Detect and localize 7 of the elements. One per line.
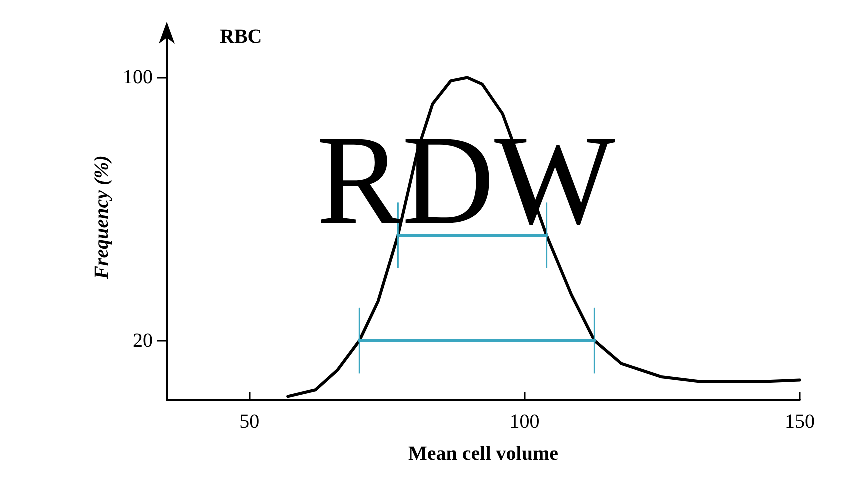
chart-title: RBC bbox=[220, 26, 262, 48]
x-tick-label: 150 bbox=[785, 411, 815, 433]
y-axis-title: Frequency (%) bbox=[91, 156, 114, 280]
x-tick-label: 50 bbox=[240, 411, 260, 433]
x-tick-label: 100 bbox=[510, 411, 540, 433]
x-axis-title: Mean cell volume bbox=[408, 443, 559, 465]
y-tick-label: 20 bbox=[133, 330, 153, 352]
